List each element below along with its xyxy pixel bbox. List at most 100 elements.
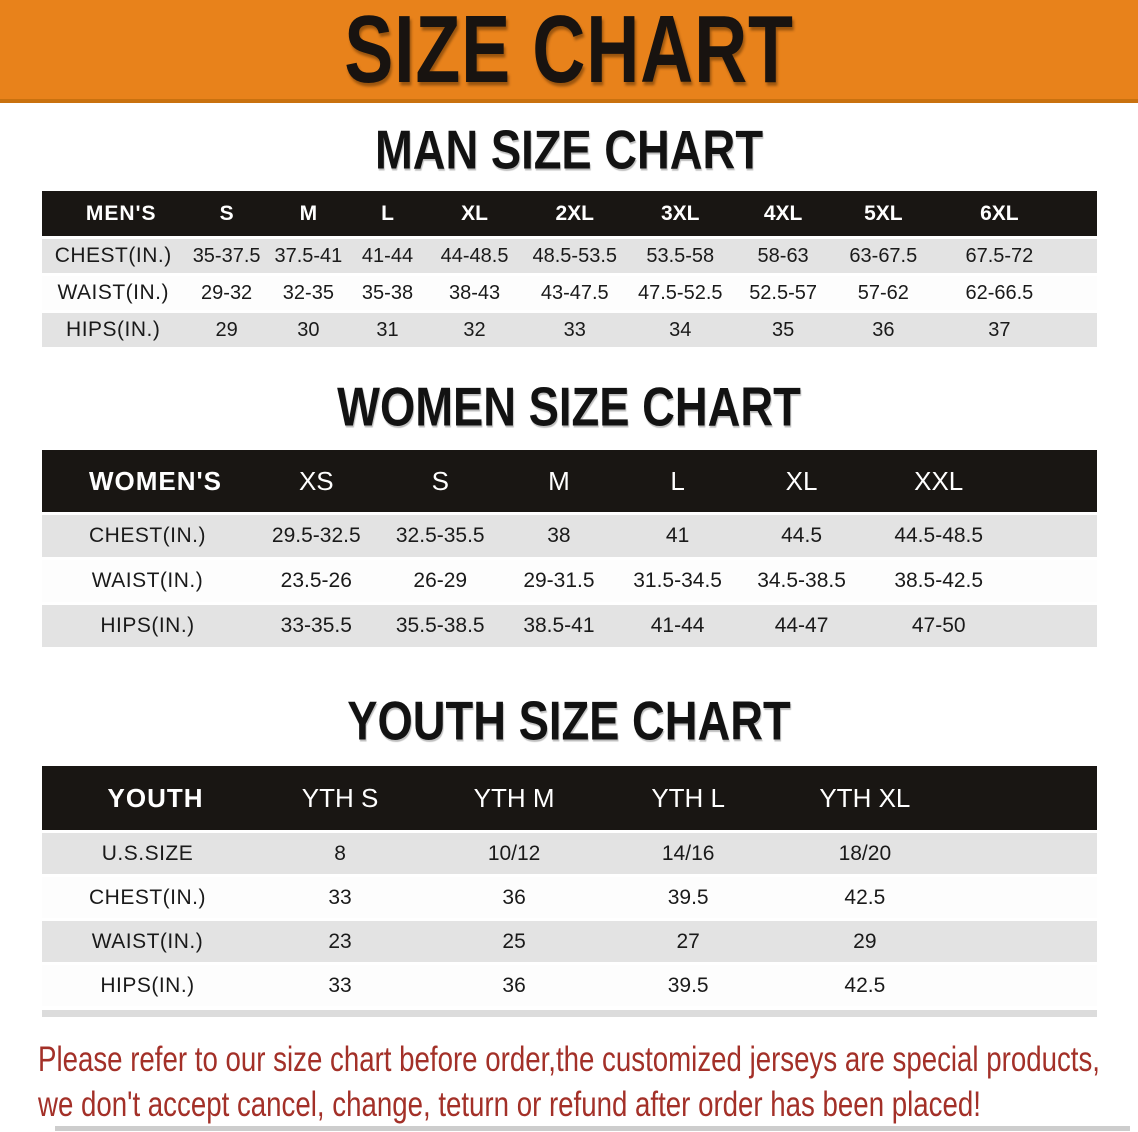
youth-section: YOUTH SIZE CHART YOUTH YTH S YTH M YTH L… bbox=[0, 693, 1138, 1017]
size-cell: 33 bbox=[328, 973, 352, 997]
size-cell: 41-44 bbox=[650, 614, 705, 637]
cell-spacer bbox=[955, 921, 1097, 962]
size-cell: 32 bbox=[463, 318, 486, 341]
men-table-title: MEN'S bbox=[85, 201, 157, 225]
youth-waist-row: WAIST(IN.) 23 25 27 29 bbox=[42, 921, 1097, 962]
row-label: WAIST(IN.) bbox=[57, 281, 169, 304]
header-spacer bbox=[1013, 450, 1097, 512]
size-cell: 36 bbox=[872, 318, 895, 341]
column-header: XL bbox=[461, 201, 488, 225]
size-cell: 37 bbox=[988, 318, 1011, 341]
youth-hips-row: HIPS(IN.) 33 36 39.5 42.5 bbox=[42, 965, 1097, 1006]
size-cell: 27 bbox=[676, 929, 700, 953]
women-hips-row: HIPS(IN.) 33-35.5 35.5-38.5 38.5-41 41-4… bbox=[42, 605, 1097, 647]
size-cell: 38.5-41 bbox=[523, 614, 595, 637]
size-cell: 31 bbox=[376, 318, 399, 341]
cell-spacer bbox=[1013, 560, 1097, 602]
women-table-title: WOMEN'S bbox=[88, 465, 223, 496]
size-cell: 47-50 bbox=[911, 614, 966, 637]
men-chest-row: CHEST(IN.) 35-37.5 37.5-41 41-44 44-48.5… bbox=[42, 239, 1097, 273]
size-cell: 10/12 bbox=[487, 841, 541, 865]
size-cell: 31.5-34.5 bbox=[633, 569, 722, 592]
size-cell: 57-62 bbox=[857, 281, 909, 304]
size-cell: 25 bbox=[502, 929, 526, 953]
size-cell: 23 bbox=[328, 929, 352, 953]
column-header: L bbox=[381, 201, 394, 225]
size-cell: 67.5-72 bbox=[965, 244, 1034, 267]
column-header: 2XL bbox=[555, 201, 594, 225]
women-waist-row: WAIST(IN.) 23.5-26 26-29 29-31.5 31.5-34… bbox=[42, 560, 1097, 602]
column-header: YTH S bbox=[301, 782, 379, 813]
size-cell: 34.5-38.5 bbox=[757, 569, 846, 592]
size-cell: 18/20 bbox=[838, 841, 892, 865]
column-header: 6XL bbox=[980, 201, 1019, 225]
size-cell: 14/16 bbox=[661, 841, 715, 865]
row-label: HIPS(IN.) bbox=[100, 973, 195, 997]
column-header: YTH L bbox=[651, 782, 725, 813]
size-cell: 41 bbox=[665, 524, 690, 547]
size-cell: 8 bbox=[334, 841, 346, 865]
size-cell: 38-43 bbox=[448, 281, 501, 304]
row-label: CHEST(IN.) bbox=[89, 524, 206, 547]
disclaimer-line-2: we don't accept cancel, change, teturn o… bbox=[38, 1085, 981, 1124]
size-cell: 29 bbox=[215, 318, 238, 341]
size-cell: 29-31.5 bbox=[523, 569, 595, 592]
disclaimer-line-1: Please refer to our size chart before or… bbox=[38, 1040, 1100, 1079]
size-cell: 35 bbox=[771, 318, 795, 341]
size-cell: 36 bbox=[502, 973, 526, 997]
women-header-row: WOMEN'S XS S M L XL XXL bbox=[42, 450, 1097, 512]
women-size-table: WOMEN'S XS S M L XL XXL CHEST(IN.) 29.5-… bbox=[42, 447, 1097, 650]
header-spacer bbox=[955, 766, 1097, 830]
men-waist-row: WAIST(IN.) 29-32 32-35 35-38 38-43 43-47… bbox=[42, 276, 1097, 310]
column-header: S bbox=[431, 465, 449, 496]
size-cell: 53.5-58 bbox=[646, 244, 715, 267]
row-label: HIPS(IN.) bbox=[66, 318, 161, 341]
column-header: XL bbox=[785, 465, 818, 496]
cell-spacer bbox=[1013, 515, 1097, 557]
column-header: YTH M bbox=[473, 782, 555, 813]
size-cell: 33 bbox=[563, 318, 586, 341]
women-section-heading: WOMEN SIZE CHART bbox=[0, 379, 1138, 434]
size-cell: 48.5-53.5 bbox=[532, 244, 617, 267]
youth-chest-row: CHEST(IN.) 33 36 39.5 42.5 bbox=[42, 877, 1097, 918]
row-label: U.S.SIZE bbox=[101, 841, 194, 865]
size-cell: 33 bbox=[328, 885, 352, 909]
youth-ussize-row: U.S.SIZE 8 10/12 14/16 18/20 bbox=[42, 833, 1097, 874]
column-header: 4XL bbox=[763, 201, 803, 225]
size-cell: 32.5-35.5 bbox=[395, 524, 485, 547]
bottom-divider bbox=[55, 1126, 1130, 1131]
cell-spacer bbox=[955, 965, 1097, 1006]
size-cell: 38.5-42.5 bbox=[894, 569, 984, 592]
cell-spacer bbox=[1065, 276, 1097, 310]
column-header: M bbox=[299, 201, 318, 225]
page-title: SIZE CHART bbox=[344, 0, 794, 103]
row-label: CHEST(IN.) bbox=[54, 244, 172, 267]
men-header-row: MEN'S S M L XL 2XL 3XL 4XL 5XL 6XL bbox=[42, 191, 1097, 236]
row-label: WAIST(IN.) bbox=[91, 929, 204, 953]
size-cell: 52.5-57 bbox=[749, 281, 818, 304]
men-section-heading: MAN SIZE CHART bbox=[0, 122, 1138, 177]
size-cell: 41-44 bbox=[361, 244, 414, 267]
size-cell: 30 bbox=[297, 318, 320, 341]
size-cell: 37.5-41 bbox=[274, 244, 343, 267]
women-chest-row: CHEST(IN.) 29.5-32.5 32.5-35.5 38 41 44.… bbox=[42, 515, 1097, 557]
size-cell: 44.5 bbox=[781, 524, 822, 547]
size-cell: 35.5-38.5 bbox=[395, 614, 485, 637]
size-cell: 29 bbox=[853, 929, 877, 953]
size-cell: 36 bbox=[502, 885, 526, 909]
size-cell: 63-67.5 bbox=[849, 244, 918, 267]
banner: SIZE CHART bbox=[0, 0, 1138, 103]
youth-table-title: YOUTH bbox=[107, 782, 204, 813]
column-header: YTH XL bbox=[819, 782, 911, 813]
column-header: XXL bbox=[914, 465, 964, 496]
header-spacer bbox=[1065, 191, 1097, 236]
size-cell: 47.5-52.5 bbox=[637, 281, 723, 304]
size-cell: 44-48.5 bbox=[440, 244, 509, 267]
men-section: MAN SIZE CHART MEN'S S M L XL 2XL 3XL 4X… bbox=[0, 122, 1138, 350]
column-header: XS bbox=[298, 465, 334, 496]
size-cell: 33-35.5 bbox=[280, 614, 352, 637]
size-cell: 39.5 bbox=[667, 885, 709, 909]
size-cell: 38 bbox=[547, 524, 571, 547]
youth-section-heading: YOUTH SIZE CHART bbox=[0, 693, 1138, 748]
